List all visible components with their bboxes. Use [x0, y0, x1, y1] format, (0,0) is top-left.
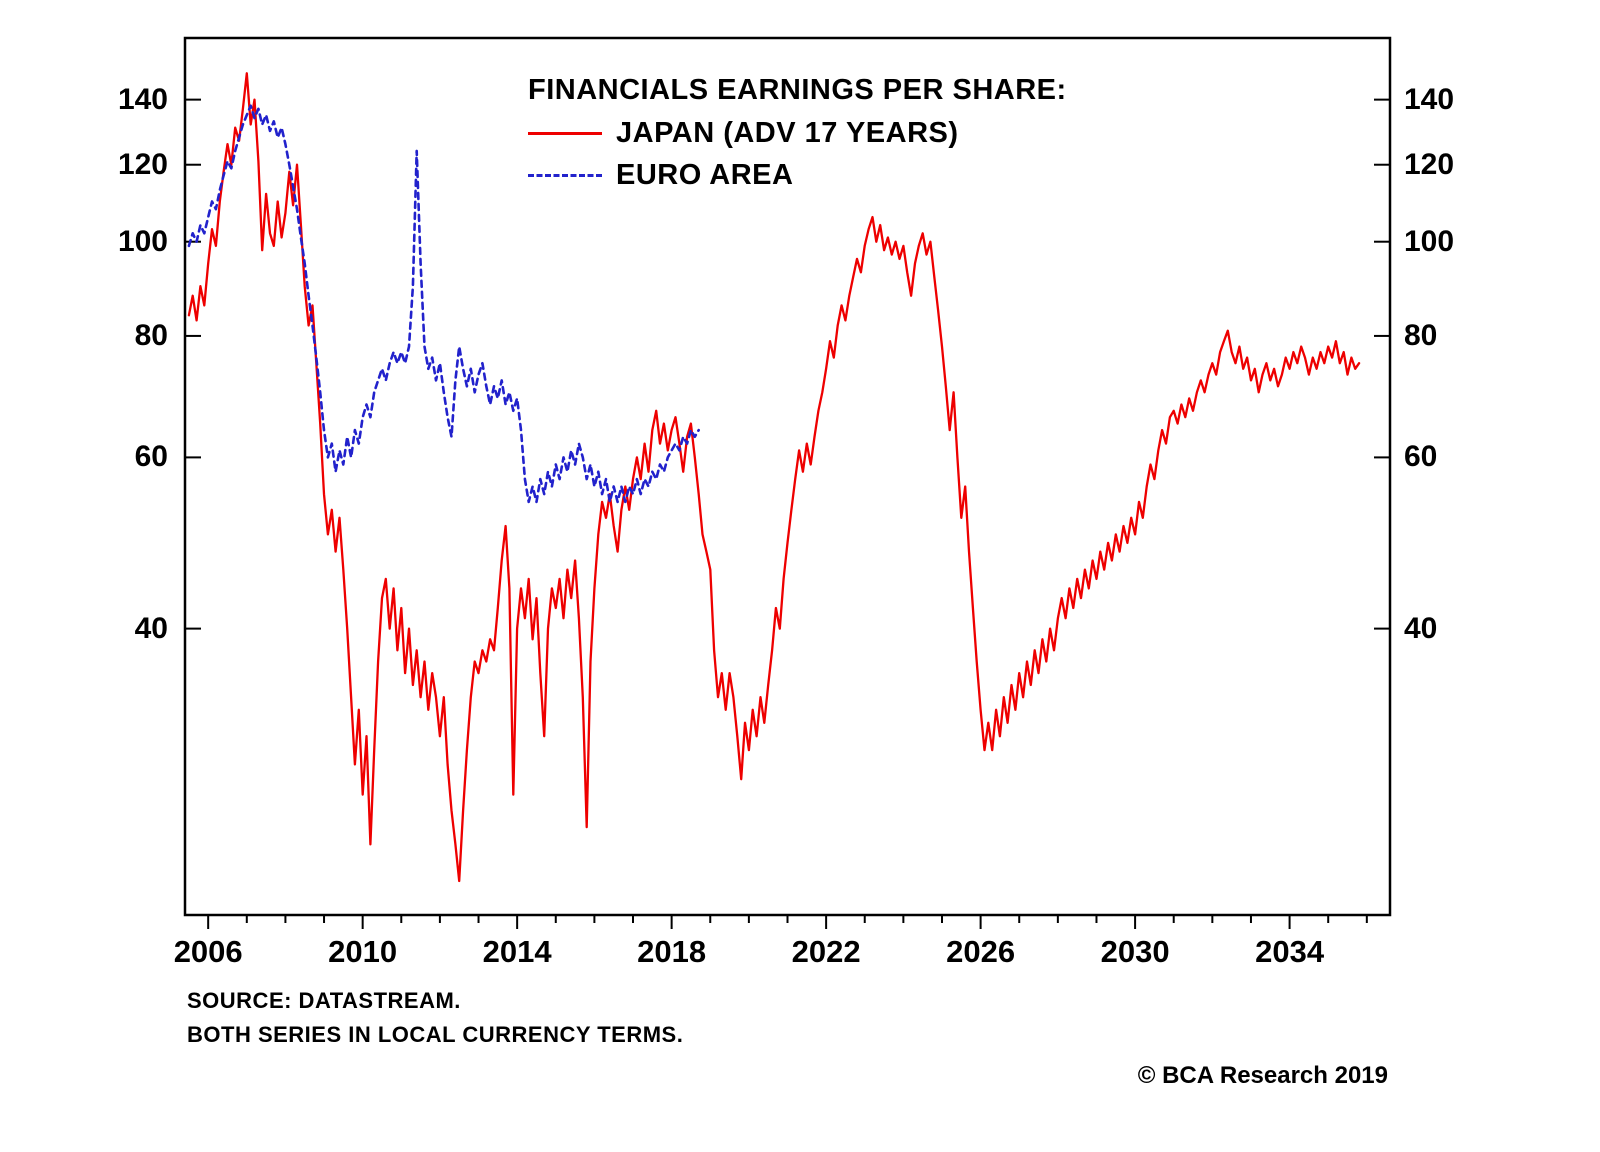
y-axis-tick-label-right: 80	[1404, 318, 1438, 352]
copyright-text: © BCA Research 2019	[1137, 1062, 1388, 1089]
x-axis-tick-label: 2034	[1255, 934, 1325, 969]
y-axis-tick-label-right: 120	[1404, 147, 1455, 181]
y-axis-tick-label-left: 100	[117, 224, 168, 258]
euro-area-series-line	[187, 104, 701, 504]
x-axis-tick-label: 2030	[1100, 934, 1170, 969]
y-axis-tick-label-right: 100	[1404, 224, 1455, 258]
y-axis-tick-label-left: 60	[134, 440, 168, 474]
y-axis-tick-label-left: 120	[117, 147, 168, 181]
legend-label-japan: JAPAN (ADV 17 YEARS)	[616, 117, 959, 149]
x-axis-tick-label: 2022	[791, 934, 861, 969]
y-axis-tick-label-left: 40	[134, 611, 168, 645]
y-axis-tick-label-right: 40	[1404, 611, 1438, 645]
y-axis-tick-label-left: 80	[134, 318, 168, 352]
legend-item-euro-area: EURO AREA	[528, 159, 1067, 192]
legend: FINANCIALS EARNINGS PER SHARE: JAPAN (AD…	[528, 74, 1067, 192]
euro-area-line-swatch	[528, 174, 602, 177]
x-axis-tick-label: 2026	[946, 934, 1016, 969]
legend-item-japan: JAPAN (ADV 17 YEARS)	[528, 117, 1067, 150]
y-axis-tick-label-left: 140	[117, 82, 168, 116]
y-axis-tick-label-right: 140	[1404, 82, 1455, 116]
x-axis-tick-label: 2010	[328, 934, 398, 969]
chart-title: FINANCIALS EARNINGS PER SHARE:	[528, 74, 1067, 106]
x-axis-tick-label: 2014	[482, 934, 552, 969]
japan-series-line	[187, 72, 1361, 883]
y-axis-tick-label-right: 60	[1404, 440, 1438, 474]
japan-line-swatch	[528, 132, 602, 135]
x-axis-tick-label: 2006	[173, 934, 243, 969]
source-text: SOURCE: DATASTREAM.	[187, 988, 461, 1013]
series-note-text: BOTH SERIES IN LOCAL CURRENCY TERMS.	[187, 1022, 684, 1047]
x-axis-tick-label: 2018	[637, 934, 707, 969]
legend-label-euro-area: EURO AREA	[616, 159, 794, 191]
